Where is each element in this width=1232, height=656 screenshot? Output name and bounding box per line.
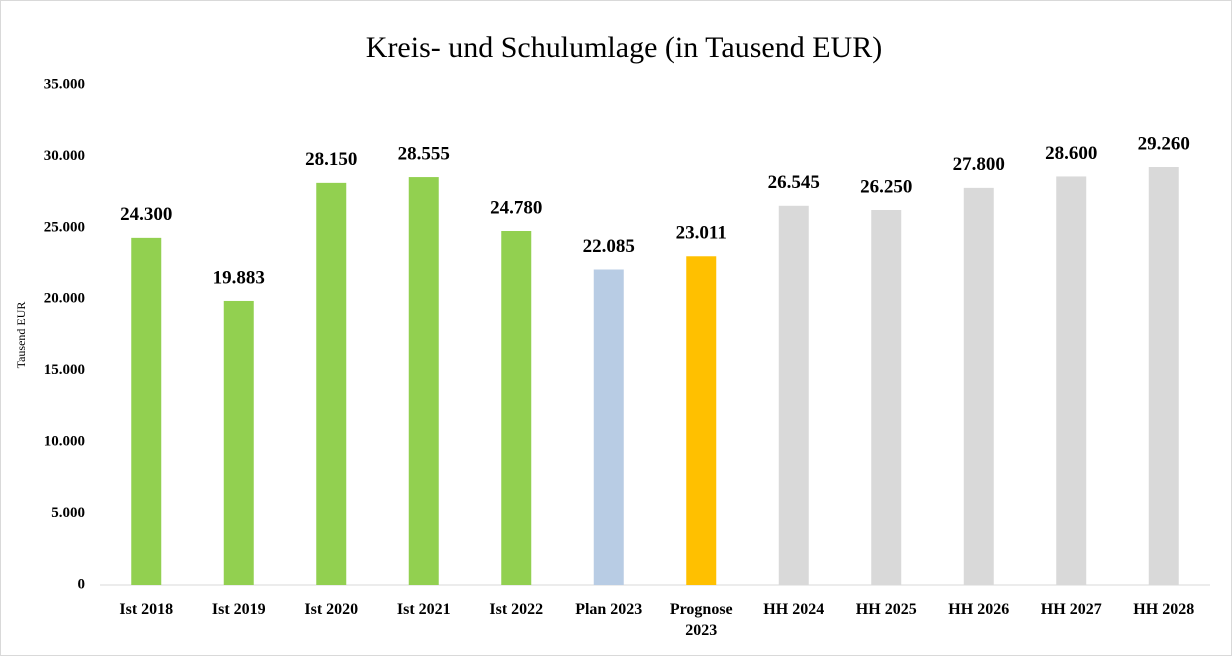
value-label: 28.150: [305, 149, 357, 170]
value-label: 28.600: [1045, 143, 1097, 164]
x-tick-label: Ist 2021: [396, 601, 451, 618]
x-tick-label: HH 2024: [763, 601, 825, 618]
value-label: 26.545: [768, 172, 820, 193]
bar: [963, 187, 994, 585]
value-label: 19.883: [213, 267, 265, 288]
bar: [223, 300, 254, 585]
y-tick-label: 10.000: [44, 434, 85, 450]
value-label: 24.300: [120, 204, 172, 225]
bar: [871, 210, 902, 585]
bar: [686, 256, 717, 585]
value-label: 27.800: [953, 154, 1005, 175]
x-tick-label: HH 2025: [855, 601, 917, 618]
value-label: 23.011: [676, 223, 727, 244]
x-tick-label: Ist 2019: [211, 601, 266, 618]
y-tick-label: 0: [78, 576, 86, 592]
x-tick-label: HH 2026: [948, 601, 1010, 618]
y-tick-label: 35.000: [44, 76, 85, 92]
value-label: 28.555: [398, 143, 450, 164]
x-tick-label: Ist 2020: [304, 601, 359, 618]
chart-title: Kreis- und Schulumlage (in Tausend EUR): [366, 31, 882, 64]
bar: [131, 237, 162, 585]
x-tick-label: HH 2027: [1040, 601, 1102, 618]
value-label: 22.085: [583, 236, 635, 257]
y-tick-label: 15.000: [44, 362, 85, 378]
bar: [1148, 167, 1179, 585]
bar: [501, 231, 532, 585]
value-label: 29.260: [1138, 133, 1190, 154]
x-tick-label: Ist 2022: [489, 601, 544, 618]
y-axis-label: Tausend EUR: [14, 302, 28, 369]
x-tick-label: HH 2028: [1133, 601, 1195, 618]
x-tick-label: Prognose 2023: [669, 601, 733, 639]
y-tick-label: 25.000: [44, 219, 85, 235]
x-tick-label: Plan 2023: [575, 601, 643, 618]
value-label: 24.780: [490, 197, 542, 218]
y-tick-label: 5.000: [51, 505, 85, 521]
bar: [316, 182, 347, 585]
x-tick-label: Ist 2018: [119, 601, 174, 618]
bar: [408, 177, 439, 586]
y-tick-label: 20.000: [44, 291, 85, 307]
y-tick-label: 30.000: [44, 148, 85, 164]
value-label: 26.250: [860, 176, 912, 197]
bar: [1056, 176, 1087, 585]
bar: [593, 269, 624, 585]
bar: [778, 205, 809, 586]
